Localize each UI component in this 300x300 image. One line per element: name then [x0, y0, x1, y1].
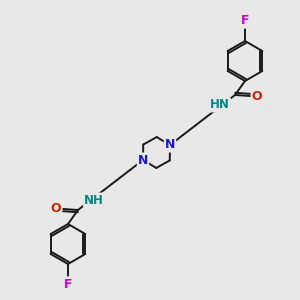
Text: N: N	[165, 139, 175, 152]
Text: NH: NH	[84, 194, 104, 206]
Text: N: N	[138, 154, 148, 166]
Text: F: F	[64, 278, 72, 290]
Text: O: O	[252, 89, 262, 103]
Text: HN: HN	[210, 98, 230, 112]
Text: F: F	[241, 14, 249, 28]
Text: O: O	[51, 202, 61, 215]
